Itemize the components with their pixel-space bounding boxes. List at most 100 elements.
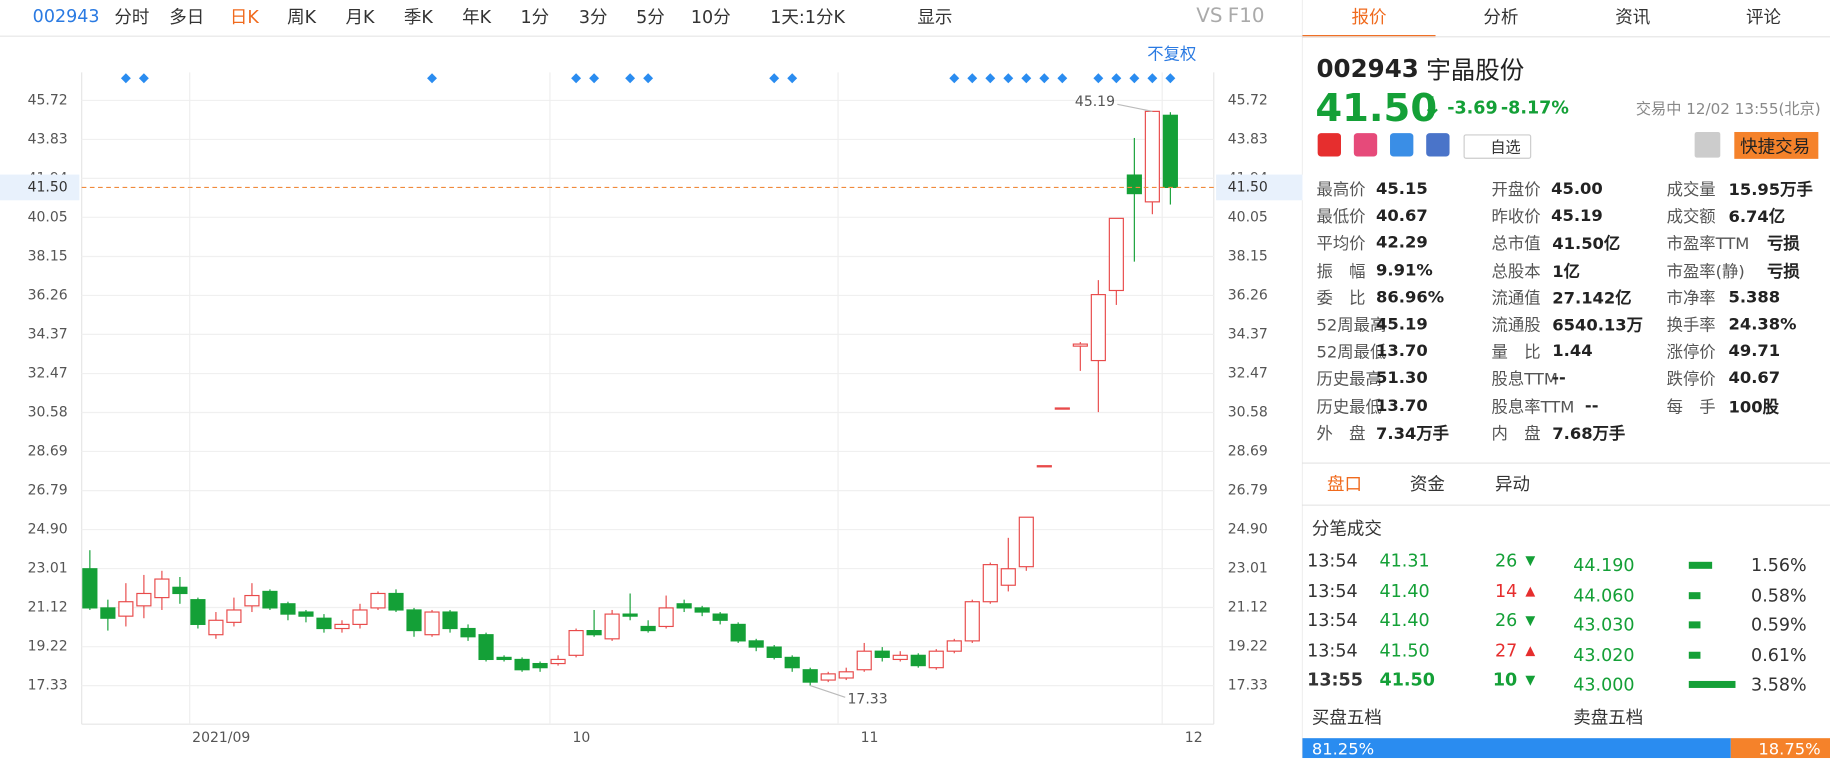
- y-tick-label-right: 36.26: [1228, 287, 1268, 303]
- candle-body: [82, 568, 98, 609]
- y-tick-label: 17.33: [28, 678, 68, 694]
- trade-arrow: ▼: [1525, 553, 1536, 569]
- stat-value: 7.34万手: [1376, 424, 1450, 444]
- candle-body: [1018, 516, 1034, 568]
- interval-select[interactable]: 1天:1分K: [770, 6, 845, 28]
- min-label: 17.33: [848, 692, 888, 708]
- stat-label: 振 幅: [1316, 262, 1366, 282]
- trade-button[interactable]: 快捷交易: [1740, 136, 1811, 158]
- quote-icon: [1390, 133, 1414, 157]
- panel-tab[interactable]: 评论: [1745, 6, 1782, 28]
- stat-label: 成交量: [1666, 181, 1716, 200]
- event-marker: [1057, 73, 1068, 84]
- bell-btn: [1694, 131, 1721, 158]
- candle-body: [1090, 294, 1106, 362]
- candle-body: [928, 650, 944, 669]
- candle-body: [460, 627, 476, 638]
- period-tab[interactable]: 3分: [578, 6, 608, 28]
- trade-btn-bg: [1734, 131, 1819, 159]
- candle-body: [118, 601, 134, 617]
- stat-value: 51.30: [1376, 369, 1428, 389]
- y-tick-label-right: 26.79: [1228, 483, 1268, 499]
- candle-body: [1072, 343, 1088, 347]
- y-tick-label-right: 19.22: [1228, 639, 1268, 655]
- candle-body: [766, 646, 782, 658]
- candle-body: [352, 609, 368, 625]
- candle-body: [892, 654, 908, 661]
- period-tab[interactable]: 5分: [636, 6, 665, 28]
- candle-body: [280, 603, 296, 615]
- order-pct: 0.59%: [1751, 614, 1807, 636]
- y-tick-label-right: 17.33: [1228, 678, 1268, 694]
- candle-body: [226, 609, 242, 623]
- detail-border: [1302, 462, 1830, 464]
- stat-value: 13.70: [1376, 342, 1428, 362]
- adjust-select[interactable]: 不复权: [1147, 45, 1197, 65]
- period-tab[interactable]: 月K: [345, 6, 375, 28]
- period-tab[interactable]: 季K: [403, 6, 433, 28]
- stat-value: 7.68万手: [1552, 424, 1626, 444]
- stat-label: 平均价: [1316, 235, 1366, 254]
- vs-button[interactable]: VS: [1196, 4, 1223, 29]
- y-tick-label: 36.26: [28, 287, 68, 303]
- candle-body: [622, 613, 638, 617]
- order-pct: 3.58%: [1751, 673, 1807, 695]
- stat-value: 42.29: [1376, 234, 1428, 253]
- period-tab[interactable]: 多日: [169, 6, 205, 28]
- chart-bg: [0, 0, 1302, 758]
- stat-label: 最高价: [1316, 181, 1366, 200]
- trade-arrow: ▼: [1525, 672, 1536, 688]
- candle-body: [910, 654, 926, 667]
- max-label: 45.19: [1075, 94, 1115, 110]
- candle-body: [658, 607, 674, 628]
- y-tick-label-right: 21.12: [1228, 599, 1268, 615]
- panel-tab[interactable]: 报价: [1351, 6, 1387, 28]
- candle-body: [262, 590, 278, 609]
- candle-body: [568, 629, 584, 656]
- candle-body: [190, 599, 206, 625]
- candle-body: [586, 629, 602, 636]
- stat-value: 49.71: [1728, 342, 1781, 362]
- buy-title: 买盘五档: [1311, 707, 1382, 729]
- quote-change: -3.69: [1447, 96, 1498, 118]
- period-tab[interactable]: 1分: [520, 6, 550, 28]
- candle-body: [640, 625, 656, 632]
- quote-price: 41.50: [1315, 84, 1438, 131]
- period-tab[interactable]: 日K: [229, 6, 259, 28]
- candle-body: [550, 658, 566, 665]
- candle-body: [442, 611, 458, 630]
- f10-button[interactable]: F10: [1227, 4, 1265, 29]
- panel-tab[interactable]: 分析: [1483, 6, 1519, 28]
- panel-tab[interactable]: 资讯: [1615, 6, 1651, 28]
- price-tag-bg: [0, 174, 80, 201]
- watch-button[interactable]: 自选: [1490, 139, 1521, 158]
- period-tab[interactable]: 年K: [462, 6, 492, 28]
- period-tab[interactable]: 10分: [690, 6, 731, 28]
- detail-tab[interactable]: 资金: [1409, 473, 1445, 495]
- candle-body: [730, 623, 746, 642]
- stat-value: 15.95万手: [1728, 181, 1813, 200]
- period-tab[interactable]: 周K: [287, 6, 317, 28]
- display-menu[interactable]: 显示: [917, 6, 953, 28]
- y-tick-label: 40.05: [28, 209, 68, 225]
- order-price: 44.060: [1573, 584, 1635, 606]
- period-tab[interactable]: 分时: [114, 6, 150, 28]
- stock-code[interactable]: 002943: [32, 5, 100, 27]
- stat-value: 45.15: [1376, 179, 1428, 199]
- candle-body: [802, 669, 818, 683]
- x-tick-label: 10: [573, 730, 591, 746]
- detail-tab[interactable]: 异动: [1495, 473, 1531, 495]
- trade-volume: 10: [1492, 669, 1518, 691]
- stat-value: 亏损: [1766, 262, 1800, 282]
- stat-label: 总股本: [1491, 262, 1541, 282]
- trade-arrow: ▼: [1525, 612, 1536, 628]
- detail-tab[interactable]: 盘口: [1326, 473, 1363, 495]
- candle-body: [496, 656, 512, 661]
- y-tick-label-right: 38.15: [1228, 248, 1268, 264]
- trade-volume: 14: [1494, 579, 1518, 601]
- stat-value: 24.38%: [1728, 315, 1797, 335]
- stat-label: 市净率: [1666, 289, 1716, 309]
- y-tick-label: 38.15: [28, 248, 68, 264]
